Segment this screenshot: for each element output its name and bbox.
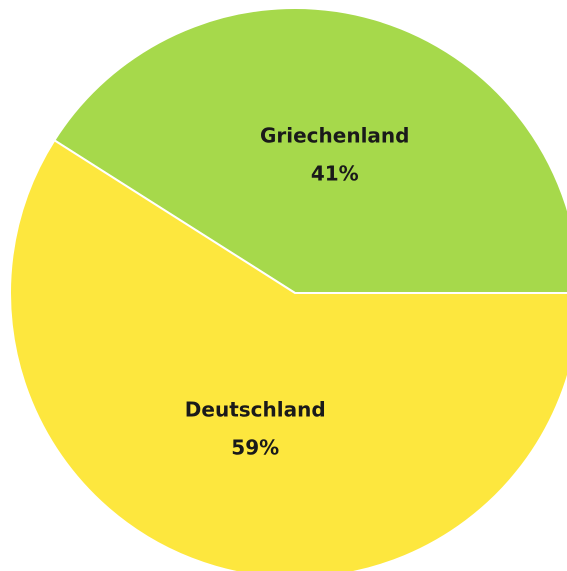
pie-slice: [52, 7, 567, 294]
slice-label: Griechenland: [260, 124, 410, 148]
slice-value-label: 41%: [311, 162, 359, 186]
slice-value-label: 59%: [231, 435, 279, 459]
slice-label: Deutschland: [185, 397, 326, 421]
pie-slice: [9, 138, 567, 571]
